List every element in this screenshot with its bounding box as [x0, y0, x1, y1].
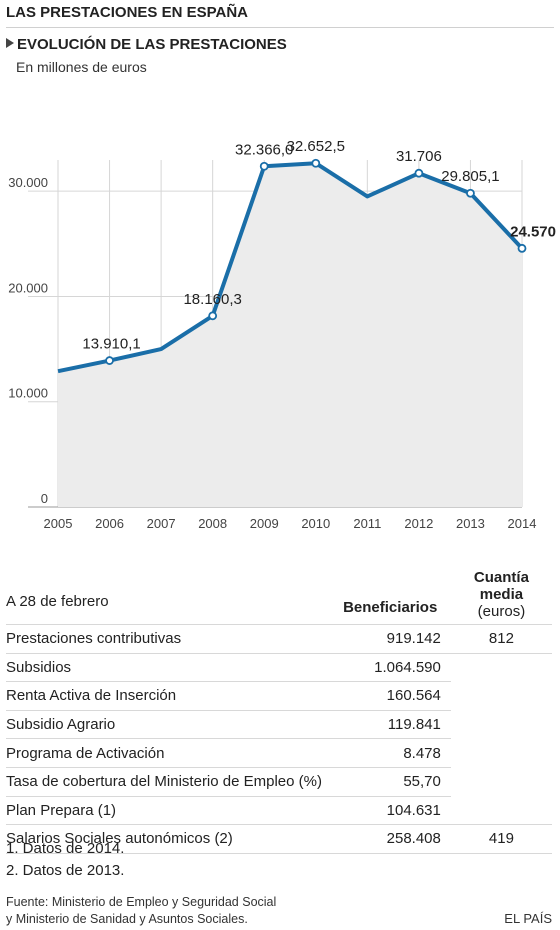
- row-cuantia: [451, 710, 552, 739]
- data-label: 31.706: [396, 148, 442, 165]
- row-beneficiarios: 8.478: [329, 738, 451, 768]
- col-header-beneficiarios: Beneficiarios: [343, 599, 438, 616]
- col-header-cuantia: Cuantía media (euros): [451, 562, 552, 625]
- x-tick-label: 2008: [198, 516, 227, 531]
- table-row: Tasa de cobertura del Ministerio de Empl…: [6, 766, 552, 797]
- x-tick-label: 2006: [95, 516, 124, 531]
- table-row: Renta Activa de Inserción 160.564: [6, 681, 552, 711]
- data-label: 29.805,1: [441, 168, 499, 185]
- data-point-marker: [517, 243, 527, 253]
- footnotes: 1. Datos de 2014. 2. Datos de 2013.: [6, 838, 124, 882]
- table-row: Plan Prepara (1) 104.631: [6, 795, 552, 825]
- data-point-marker: [208, 311, 218, 321]
- footnote-1: 1. Datos de 2014.: [6, 840, 125, 857]
- data-label: 13.910,1: [82, 336, 140, 353]
- row-label: Subsidios: [6, 652, 330, 682]
- x-tick-label: 2007: [147, 516, 176, 531]
- chart-title: EVOLUCIÓN DE LAS PRESTACIONES: [6, 36, 287, 53]
- title-divider: [6, 27, 554, 28]
- y-tick-label: 10.000: [8, 386, 48, 401]
- chart-area-layer: [57, 161, 524, 507]
- data-label: 24.570: [510, 223, 556, 240]
- x-tick-label: 2010: [301, 516, 330, 531]
- row-cuantia: [451, 739, 552, 768]
- data-labels: 13.910,1 18.160,3 32.366,032.652,5 31.706 29…: [82, 138, 556, 352]
- x-tick-label: 2005: [44, 516, 73, 531]
- benefits-area-chart: 0 10.000 20.000 30.000 2005 2006 2007 2008 2009…: [8, 138, 556, 531]
- table-row: Programa de Activación 8.478: [6, 738, 552, 768]
- table-caption: A 28 de febrero: [6, 593, 109, 610]
- col-header-cuantia-line3: (euros): [477, 603, 526, 620]
- row-cuantia: 419: [450, 824, 552, 854]
- table-row: Subsidio Agrario 119.841: [6, 709, 552, 739]
- row-beneficiarios: 258.408: [329, 824, 451, 854]
- row-beneficiarios: 1.064.590: [329, 652, 451, 682]
- y-tick-label: 0: [41, 491, 48, 506]
- row-cuantia: [451, 682, 552, 711]
- row-cuantia: [451, 767, 552, 796]
- data-point-marker: [259, 161, 269, 171]
- x-axis-ticks: 2005 2006 2007 2008 2009 2010 2011 2012 2013 2014: [44, 516, 537, 531]
- data-point-marker: [414, 168, 424, 178]
- triangle-bullet-icon: [6, 38, 14, 48]
- row-beneficiarios: 160.564: [329, 681, 451, 711]
- chart-title-text: EVOLUCIÓN DE LAS PRESTACIONES: [17, 36, 287, 53]
- row-label: Programa de Activación: [6, 738, 330, 768]
- x-tick-label: 2009: [250, 516, 279, 531]
- y-tick-label: 20.000: [8, 280, 48, 295]
- data-point-marker: [311, 158, 321, 168]
- table-row: Prestaciones contributivas 919.142 812: [6, 624, 552, 654]
- data-label: 32.366,0: [235, 141, 293, 158]
- data-label: 32.652,5: [287, 138, 345, 155]
- row-label: Plan Prepara (1): [6, 795, 330, 825]
- table-row: Salarios Sociales autonómicos (2) 258.40…: [6, 824, 552, 854]
- page-title: LAS PRESTACIONES EN ESPAÑA: [6, 4, 248, 21]
- chart-points: [105, 158, 527, 365]
- x-tick-label: 2012: [404, 516, 433, 531]
- row-cuantia: [450, 652, 552, 682]
- row-label: Prestaciones contributivas: [6, 624, 330, 654]
- y-tick-label: 30.000: [8, 175, 48, 190]
- source-line-1: Fuente: Ministerio de Empleo y Seguridad…: [6, 895, 277, 909]
- row-label: Subsidio Agrario: [6, 709, 330, 739]
- benefits-table: A 28 de febrero Beneficiarios Cuantía me…: [6, 562, 552, 854]
- y-axis-ticks: 0 10.000 20.000 30.000: [8, 175, 48, 506]
- data-label: 18.160,3: [183, 291, 241, 308]
- row-label: Salarios Sociales autonómicos (2): [6, 824, 330, 854]
- publisher-brand: EL PAÍS: [504, 911, 552, 926]
- row-beneficiarios: 55,70: [329, 766, 451, 797]
- source-credit: Fuente: Ministerio de Empleo y Seguridad…: [6, 894, 276, 928]
- row-cuantia: 812: [450, 624, 552, 654]
- x-tick-label: 2011: [353, 516, 381, 531]
- table-header-row: A 28 de febrero Beneficiarios Cuantía me…: [6, 562, 552, 625]
- data-point-marker: [466, 188, 475, 198]
- chart-unit: En millones de euros: [16, 59, 147, 75]
- row-cuantia: [451, 796, 552, 825]
- x-tick-label: 2014: [508, 516, 537, 531]
- data-point-marker: [105, 356, 114, 365]
- series-area-fill: [58, 163, 522, 507]
- row-beneficiarios: 104.631: [329, 795, 451, 825]
- series-line: [57, 161, 524, 374]
- table-row: Subsidios 1.064.590: [6, 652, 552, 682]
- col-header-cuantia-line1: Cuantía: [473, 569, 529, 586]
- x-tick-label: 2013: [456, 516, 485, 531]
- col-header-cuantia-line2: media: [479, 586, 524, 603]
- row-label: Renta Activa de Inserción: [6, 681, 330, 711]
- footnote-2: 2. Datos de 2013.: [6, 862, 125, 879]
- source-line-2: y Ministerio de Sanidad y Asuntos Social…: [6, 912, 248, 926]
- row-label: Tasa de cobertura del Ministerio de Empl…: [6, 766, 330, 797]
- row-beneficiarios: 919.142: [329, 624, 451, 654]
- row-beneficiarios: 119.841: [329, 709, 451, 739]
